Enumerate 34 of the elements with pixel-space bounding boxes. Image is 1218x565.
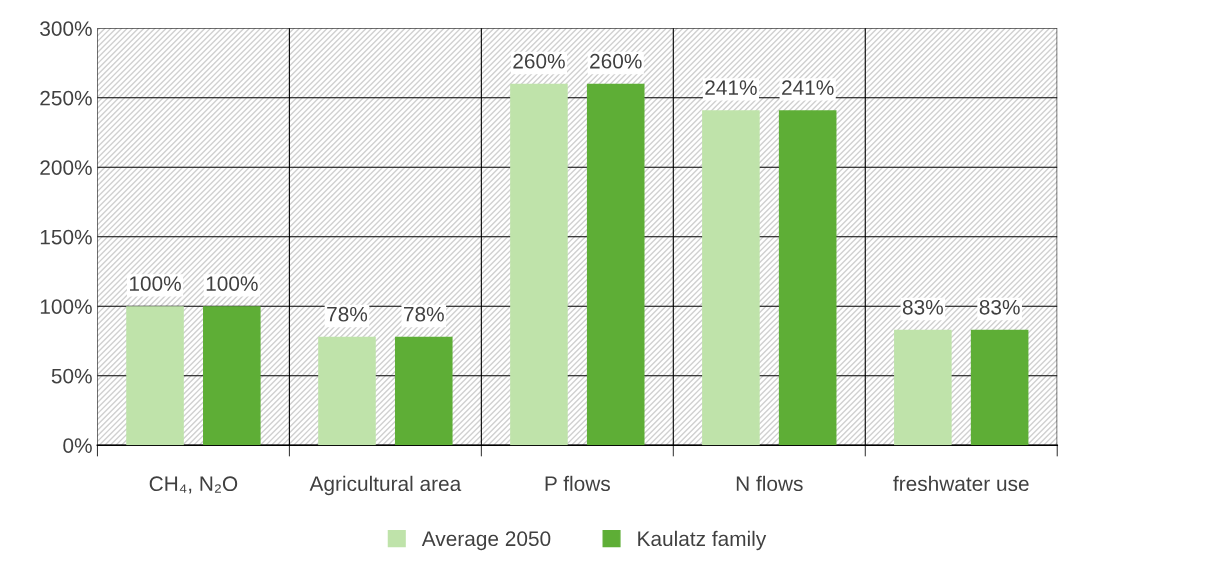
bar — [394, 336, 453, 446]
x-tick-label: Agricultural area — [309, 475, 462, 496]
data-label: 241% — [782, 80, 834, 95]
legend-label: Kaulatz family — [638, 530, 767, 551]
data-label: 260% — [513, 53, 565, 69]
y-tick-label: 0% — [63, 438, 92, 453]
x-tick-label: N flows — [736, 475, 803, 492]
y-tick-label: 50% — [51, 368, 92, 384]
data-label: 241% — [705, 80, 757, 95]
y-tick-label: 200% — [40, 160, 92, 175]
data-label: 100% — [206, 276, 258, 291]
bar — [702, 110, 760, 446]
data-label: 83% — [902, 299, 943, 315]
bar — [318, 336, 376, 446]
data-label: 100% — [129, 276, 181, 291]
y-tick-label: 150% — [40, 229, 92, 245]
bar — [778, 110, 837, 446]
legend-label: Average 2050 — [421, 531, 551, 551]
data-label: 83% — [979, 299, 1020, 315]
bar — [586, 83, 645, 446]
bar — [510, 83, 568, 446]
bar — [894, 329, 952, 446]
data-label: 78% — [327, 306, 368, 322]
y-tick-label: 100% — [40, 299, 92, 314]
bar — [126, 306, 184, 446]
data-label: 260% — [590, 53, 642, 69]
x-tick-label: freshwater use — [893, 475, 1029, 492]
bar — [203, 306, 261, 446]
bar — [970, 329, 1029, 446]
y-tick-label: 250% — [40, 90, 92, 106]
x-tick-label: P flows — [545, 475, 610, 492]
x-tick-label: CH₄, N₂O — [149, 476, 238, 494]
y-tick-label: 300% — [40, 21, 92, 36]
data-label: 78% — [403, 306, 444, 322]
